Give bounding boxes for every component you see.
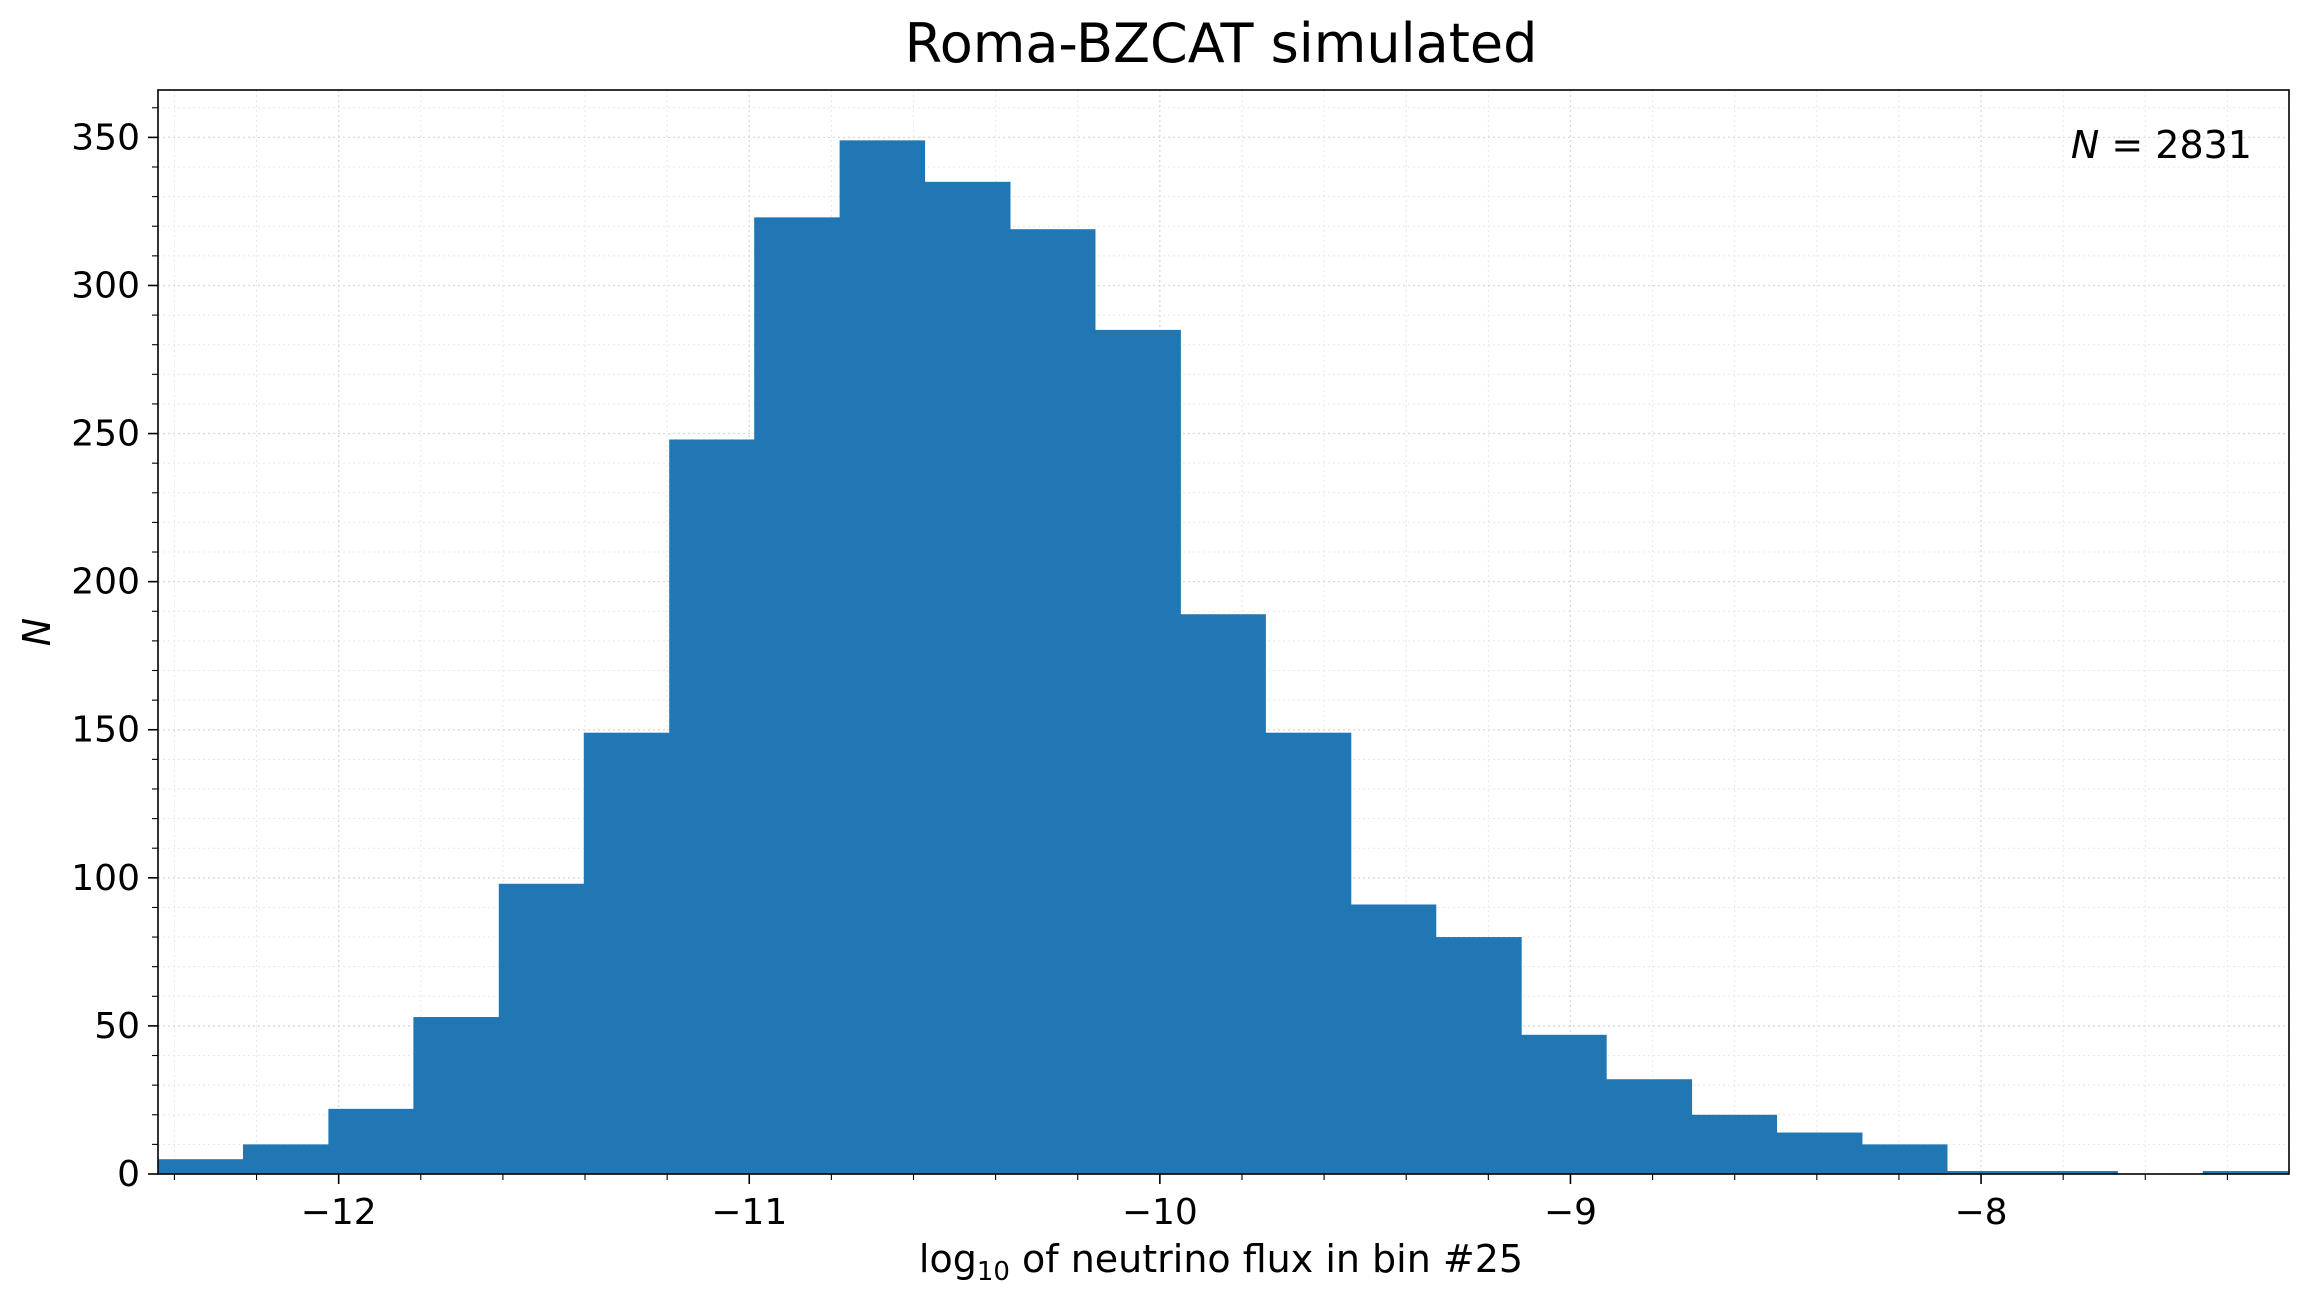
y-tick-label: 350 bbox=[71, 117, 140, 158]
histogram-bar bbox=[1350, 904, 1437, 1174]
histogram-bar bbox=[1009, 229, 1096, 1175]
histogram-bar bbox=[754, 217, 841, 1174]
histogram-bar bbox=[2032, 1171, 2118, 1174]
histogram-bar bbox=[158, 1159, 244, 1174]
plot-frame bbox=[157, 89, 2290, 1175]
histogram-bar bbox=[242, 1144, 329, 1174]
histogram-bar bbox=[924, 181, 1011, 1174]
sample-size-annotation: N = 2831 bbox=[2071, 123, 2252, 167]
ticks: 0 50 100 150 200 250 300 350 −12 −11 −10 −9 −8 bbox=[71, 107, 2228, 1233]
histogram-bar bbox=[1861, 1144, 1948, 1174]
bars bbox=[158, 140, 2289, 1175]
histogram-bar bbox=[2202, 1171, 2289, 1174]
x-tick-label: −12 bbox=[301, 1192, 377, 1233]
histogram-bar bbox=[1180, 614, 1266, 1174]
histogram-bar bbox=[1946, 1171, 2033, 1174]
histogram-bar bbox=[1776, 1132, 1863, 1174]
histogram-bar bbox=[1606, 1079, 1693, 1174]
x-tick-label: −11 bbox=[711, 1192, 787, 1233]
x-tick-label: −10 bbox=[1122, 1192, 1198, 1233]
y-tick-label: 150 bbox=[71, 710, 140, 751]
chart-title: Roma-BZCAT simulated bbox=[905, 12, 1538, 75]
histogram-bar bbox=[669, 439, 755, 1174]
histogram-bar bbox=[413, 1017, 500, 1174]
y-tick-label: 250 bbox=[71, 414, 140, 455]
histogram-bar bbox=[328, 1108, 414, 1174]
histogram-bar bbox=[1521, 1034, 1607, 1174]
y-tick-label: 0 bbox=[117, 1154, 140, 1195]
histogram-bar bbox=[1094, 329, 1181, 1175]
x-tick-label: −8 bbox=[1955, 1192, 2008, 1233]
histogram-bar bbox=[1435, 937, 1522, 1174]
y-axis-label: N bbox=[15, 618, 59, 646]
histogram-bar bbox=[1691, 1114, 1778, 1174]
y-tick-label: 300 bbox=[71, 265, 140, 306]
y-tick-label: 50 bbox=[94, 1006, 140, 1047]
histogram-bar bbox=[583, 732, 670, 1174]
y-tick-label: 200 bbox=[71, 562, 140, 603]
y-tick-label: 100 bbox=[71, 858, 140, 899]
histogram-bar bbox=[839, 140, 926, 1174]
histogram-bar bbox=[498, 883, 585, 1174]
histogram-bar bbox=[1265, 732, 1352, 1174]
x-tick-label: −9 bbox=[1544, 1192, 1597, 1233]
x-axis-label: log10 of neutrino flux in bin #25 bbox=[919, 1237, 1523, 1287]
